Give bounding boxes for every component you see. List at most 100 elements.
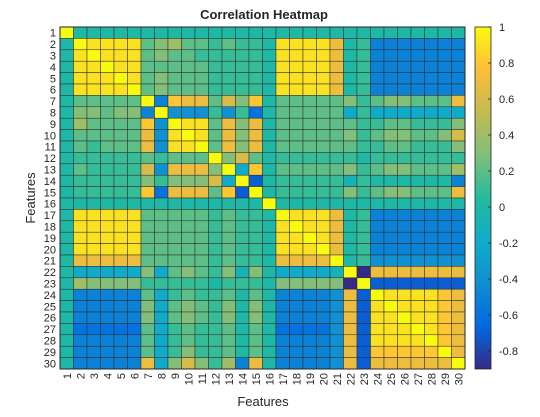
heatmap-cell xyxy=(140,209,155,222)
heatmap-cell xyxy=(113,140,128,153)
heatmap-cell xyxy=(451,140,466,153)
y-tick-label: 13 xyxy=(44,165,56,177)
heatmap-cell xyxy=(140,288,155,301)
heatmap-cell xyxy=(235,277,250,290)
heatmap-cell xyxy=(154,288,169,301)
heatmap-cell xyxy=(100,300,115,313)
heatmap-cell xyxy=(73,163,88,176)
heatmap-cell xyxy=(140,311,155,324)
heatmap-cell xyxy=(194,334,209,347)
heatmap-cell xyxy=(154,72,169,85)
heatmap-cell xyxy=(167,209,182,222)
heatmap-cell xyxy=(302,60,317,73)
heatmap-cell xyxy=(248,106,263,119)
heatmap-cell xyxy=(275,197,290,210)
heatmap-cell xyxy=(383,83,398,96)
heatmap-cell xyxy=(100,277,115,290)
heatmap-cell xyxy=(127,357,142,370)
heatmap-cell xyxy=(437,49,452,62)
heatmap-cell xyxy=(451,345,466,358)
heatmap-cell xyxy=(127,220,142,233)
y-axis-label: Features xyxy=(23,172,38,224)
heatmap-cell xyxy=(127,311,142,324)
x-tick-label: 23 xyxy=(359,373,371,385)
heatmap-cell xyxy=(262,186,277,199)
heatmap-cell xyxy=(86,72,101,85)
plot-frame xyxy=(59,26,466,370)
heatmap-cell xyxy=(248,129,263,142)
heatmap-cell xyxy=(262,152,277,165)
heatmap-cell xyxy=(221,174,236,187)
heatmap-cell xyxy=(221,72,236,85)
heatmap-cell xyxy=(356,72,371,85)
heatmap-cell xyxy=(181,26,196,39)
heatmap-cell xyxy=(451,95,466,108)
heatmap-cell xyxy=(127,345,142,358)
heatmap-cell xyxy=(208,243,223,256)
heatmap-cell xyxy=(235,95,250,108)
heatmap-cell xyxy=(248,243,263,256)
heatmap-cell xyxy=(154,49,169,62)
heatmap-cell xyxy=(370,186,385,199)
heatmap-cell xyxy=(289,254,304,267)
heatmap-cell xyxy=(194,266,209,279)
heatmap-cell xyxy=(316,231,331,244)
heatmap-cell xyxy=(181,300,196,313)
heatmap-cell xyxy=(235,231,250,244)
heatmap-cell xyxy=(221,300,236,313)
heatmap-cell xyxy=(127,323,142,336)
heatmap-cell xyxy=(100,106,115,119)
heatmap-cell xyxy=(410,311,425,324)
heatmap-cell xyxy=(343,95,358,108)
heatmap-cell xyxy=(397,209,412,222)
heatmap-cell xyxy=(86,323,101,336)
heatmap-cell xyxy=(154,266,169,279)
heatmap-cell xyxy=(397,357,412,370)
heatmap-cell xyxy=(235,323,250,336)
heatmap-cell xyxy=(316,345,331,358)
heatmap-cell xyxy=(181,186,196,199)
heatmap-cell xyxy=(370,83,385,96)
heatmap-cell xyxy=(329,357,344,370)
heatmap-cell xyxy=(86,345,101,358)
heatmap-cell xyxy=(100,254,115,267)
heatmap-cell xyxy=(302,197,317,210)
heatmap-cell xyxy=(451,129,466,142)
heatmap-cell xyxy=(167,254,182,267)
heatmap-cell xyxy=(167,243,182,256)
y-tick-label: 30 xyxy=(44,358,56,370)
heatmap-cell xyxy=(370,209,385,222)
y-tick-label: 5 xyxy=(50,73,56,85)
heatmap-cell xyxy=(73,60,88,73)
heatmap-cell xyxy=(59,300,74,313)
heatmap-cell xyxy=(100,197,115,210)
heatmap-cell xyxy=(221,231,236,244)
heatmap-cell xyxy=(86,163,101,176)
heatmap-cell xyxy=(343,220,358,233)
heatmap-cell xyxy=(262,140,277,153)
x-tick-label: 19 xyxy=(305,373,317,385)
heatmap-cell xyxy=(329,186,344,199)
heatmap-cell xyxy=(59,311,74,324)
heatmap-cell xyxy=(275,129,290,142)
heatmap-cell xyxy=(194,197,209,210)
heatmap-cell xyxy=(302,266,317,279)
heatmap-cell xyxy=(127,95,142,108)
heatmap-cell xyxy=(424,220,439,233)
heatmap-cell xyxy=(208,254,223,267)
heatmap-cell xyxy=(316,60,331,73)
heatmap-cell xyxy=(194,26,209,39)
heatmap-cell xyxy=(140,129,155,142)
heatmap-cell xyxy=(59,140,74,153)
heatmap-cell xyxy=(316,357,331,370)
heatmap-cell xyxy=(383,163,398,176)
heatmap-cell xyxy=(248,163,263,176)
heatmap-cell xyxy=(181,266,196,279)
heatmap-cell xyxy=(302,345,317,358)
heatmap-cell xyxy=(451,334,466,347)
heatmap-cell xyxy=(113,72,128,85)
heatmap-cell xyxy=(221,186,236,199)
heatmap-cell xyxy=(289,186,304,199)
heatmap-cell xyxy=(329,231,344,244)
heatmap-cell xyxy=(397,38,412,51)
